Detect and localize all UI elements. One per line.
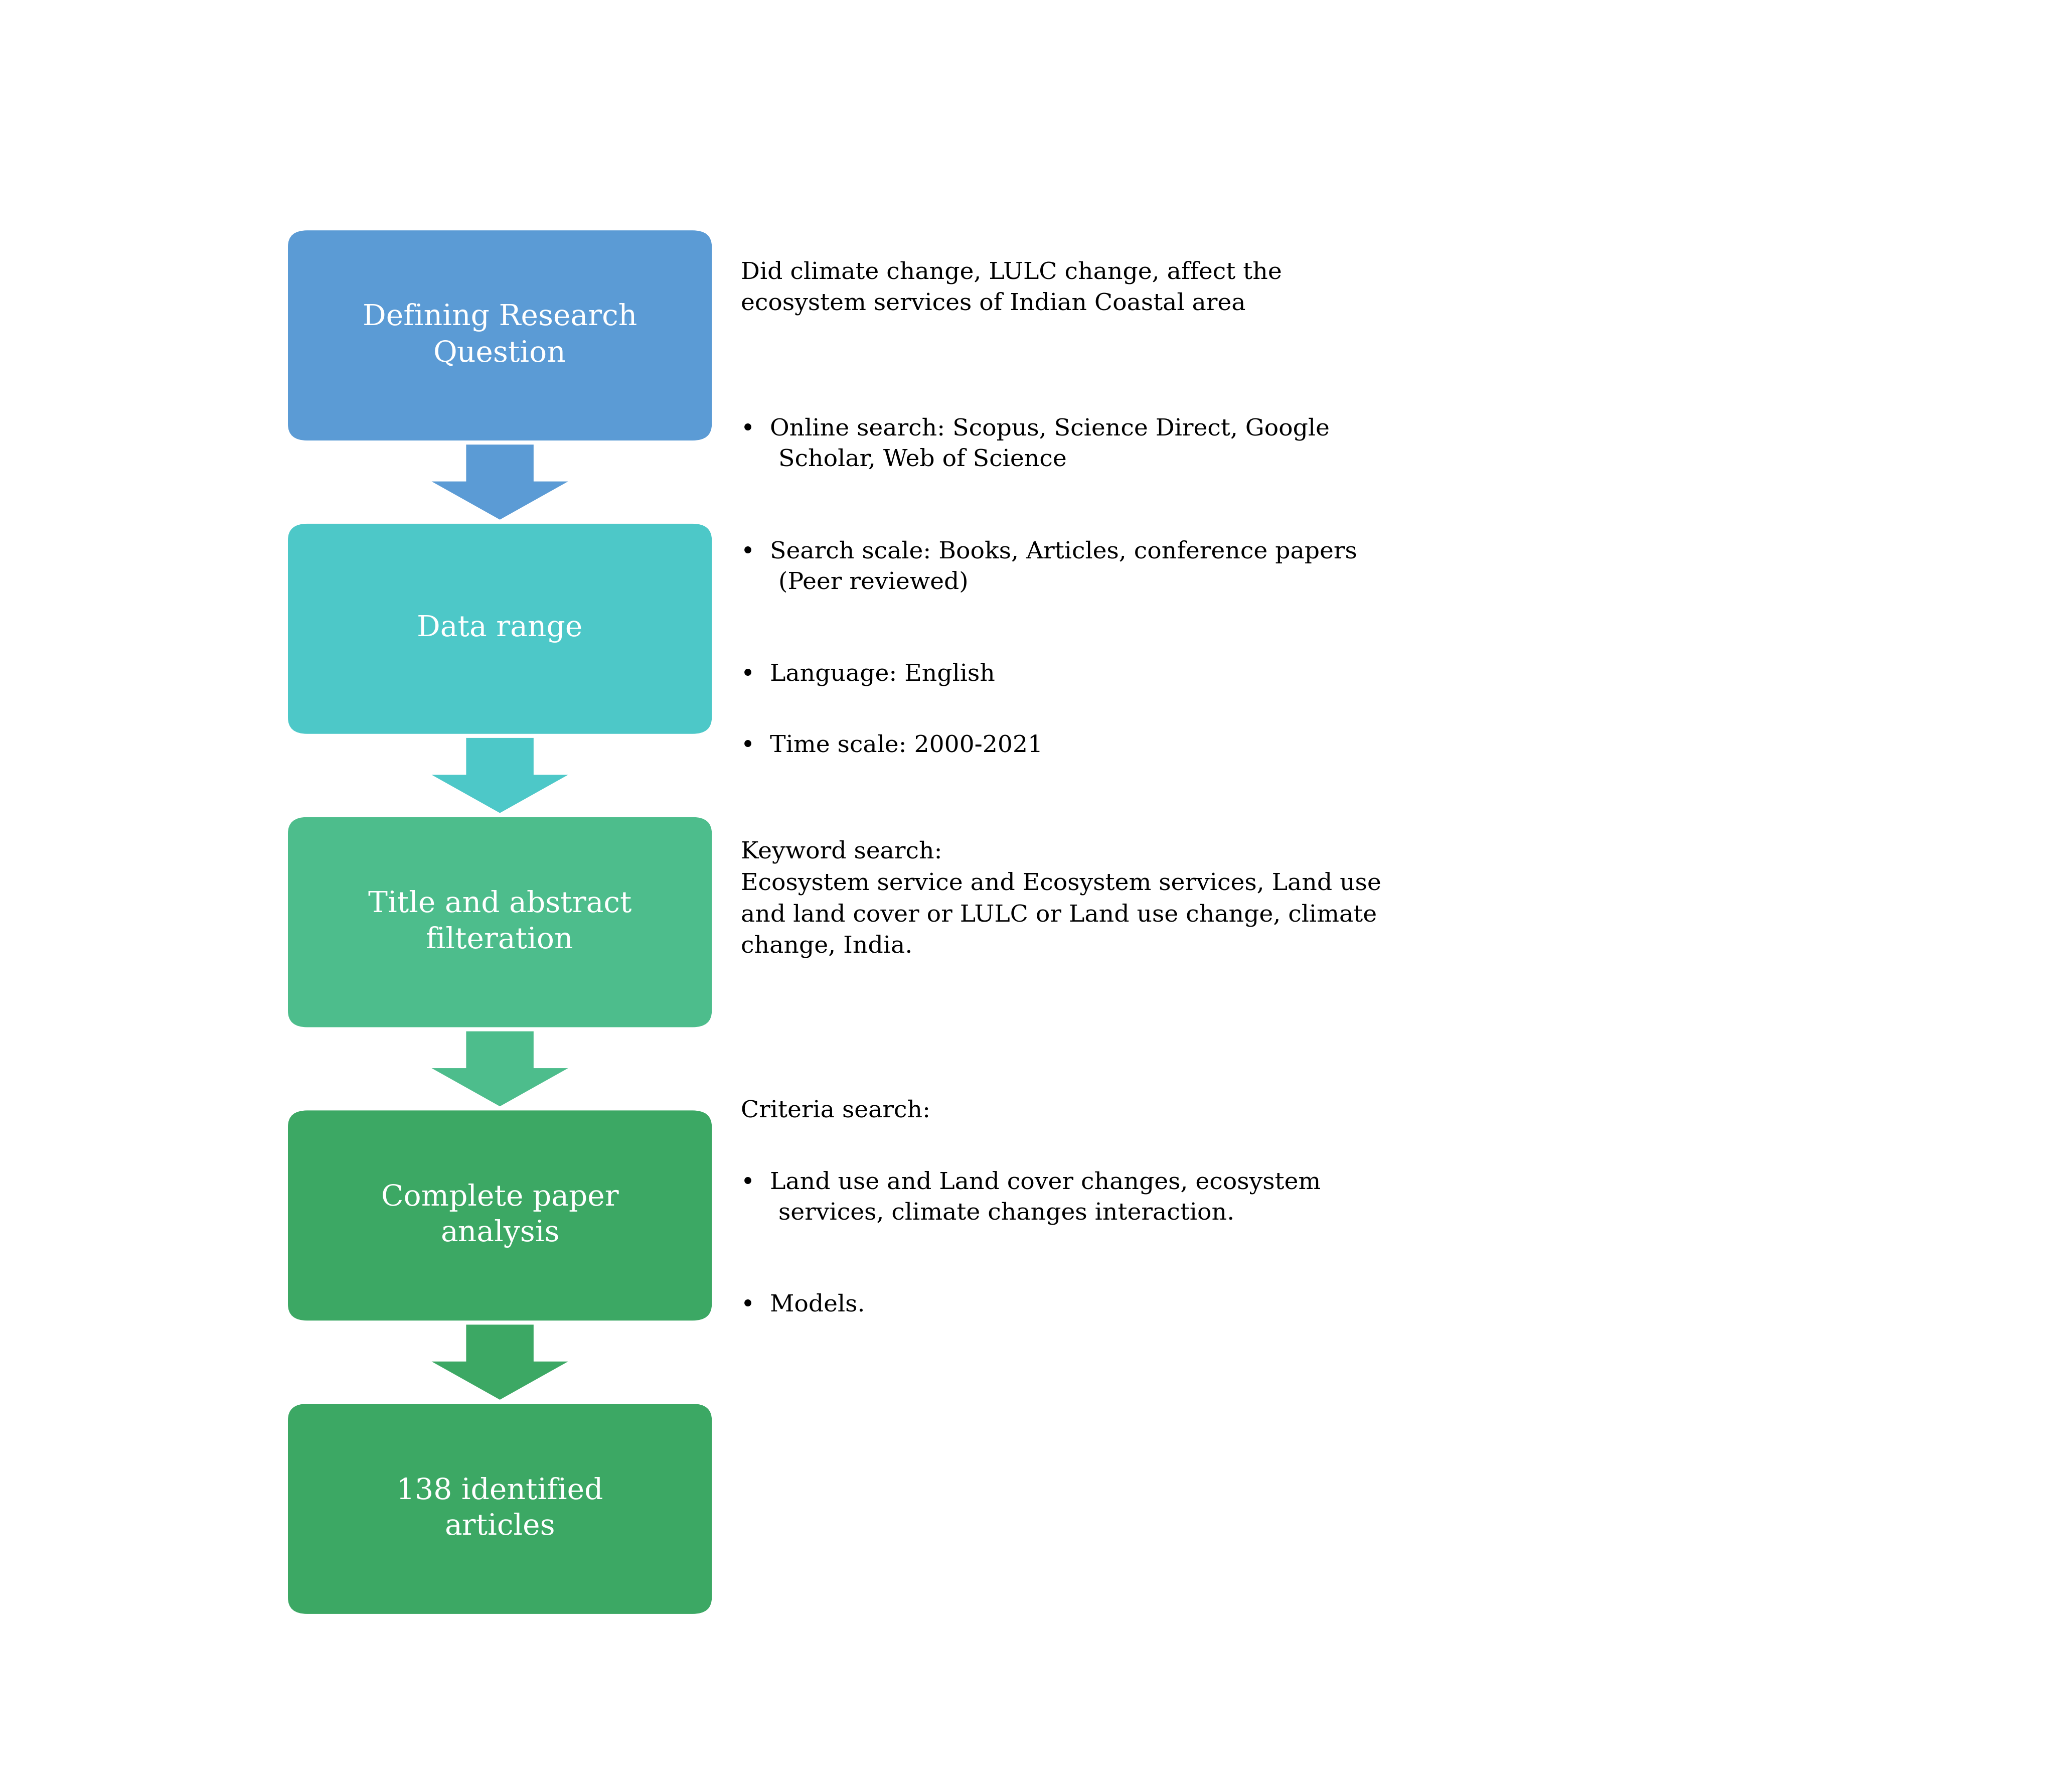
Text: •  Language: English: • Language: English [742, 663, 995, 686]
FancyBboxPatch shape [288, 1403, 713, 1614]
Text: •  Models.: • Models. [742, 1294, 864, 1317]
Text: Keyword search:
Ecosystem service and Ecosystem services, Land use
and land cove: Keyword search: Ecosystem service and Ec… [742, 840, 1382, 959]
Text: Criteria search:: Criteria search: [742, 1099, 930, 1122]
Polygon shape [431, 445, 568, 519]
Polygon shape [431, 1325, 568, 1400]
Polygon shape [431, 737, 568, 813]
Text: •  Time scale: 2000-2021: • Time scale: 2000-2021 [742, 734, 1042, 757]
Text: Complete paper
analysis: Complete paper analysis [381, 1184, 620, 1247]
FancyBboxPatch shape [288, 525, 713, 734]
Text: 138 identified
articles: 138 identified articles [396, 1476, 603, 1542]
FancyBboxPatch shape [288, 1111, 713, 1320]
Text: •  Search scale: Books, Articles, conference papers
     (Peer reviewed): • Search scale: Books, Articles, confere… [742, 540, 1357, 594]
Text: Title and abstract
filteration: Title and abstract filteration [369, 890, 632, 953]
Text: •  Land use and Land cover changes, ecosystem
     services, climate changes int: • Land use and Land cover changes, ecosy… [742, 1171, 1320, 1224]
Text: Data range: Data range [416, 615, 582, 643]
Text: •  Online search: Scopus, Science Direct, Google
     Scholar, Web of Science: • Online search: Scopus, Science Direct,… [742, 416, 1330, 471]
FancyBboxPatch shape [288, 230, 713, 441]
FancyBboxPatch shape [288, 817, 713, 1028]
Polygon shape [431, 1031, 568, 1106]
Text: Defining Research
Question: Defining Research Question [363, 303, 638, 367]
Text: Did climate change, LULC change, affect the
ecosystem services of Indian Coastal: Did climate change, LULC change, affect … [742, 260, 1283, 315]
